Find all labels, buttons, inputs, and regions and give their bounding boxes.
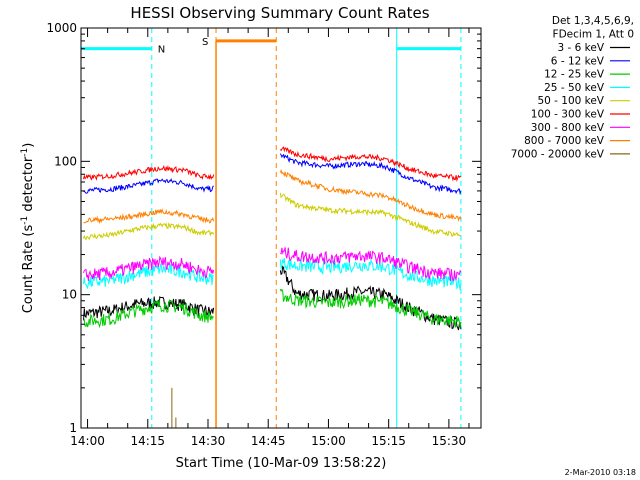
x-tick-label: 14:15: [130, 434, 165, 448]
legend-label: 300 - 800 keV: [531, 122, 605, 134]
y-tick-label: 1: [69, 421, 77, 435]
generated-timestamp: 2-Mar-2010 03:18: [565, 468, 636, 477]
series-line: [83, 262, 214, 290]
series-line: [83, 178, 214, 194]
series-line: [279, 258, 462, 290]
y-axis-label: Count Rate (s-1 detector-1): [20, 143, 36, 314]
series-line: [279, 146, 462, 183]
legend-header: FDecim 1, Att 0: [553, 28, 634, 40]
legend: Det 1,3,4,5,6,9,FDecim 1, Att 0 3 - 6 keV…: [511, 15, 634, 160]
series-line: [83, 222, 215, 241]
series-line: [83, 164, 215, 181]
series-line: [83, 208, 215, 225]
y-tick-label: 1000: [46, 21, 77, 35]
series-line: [279, 288, 462, 328]
y-axis: 1 10 100 1000: [46, 21, 481, 435]
legend-label: 7000 - 20000 keV: [511, 148, 605, 160]
series-line: [83, 295, 215, 321]
series-line: [279, 192, 462, 238]
x-tick-label: 14:45: [251, 434, 286, 448]
x-tick-label: 15:00: [311, 434, 346, 448]
legend-label: 25 - 50 keV: [544, 82, 605, 94]
plot-frame: [80, 27, 482, 429]
chart-title: HESSI Observing Summary Count Rates: [130, 4, 429, 22]
legend-label: 50 - 100 keV: [537, 95, 604, 107]
series-line: [83, 299, 214, 329]
y-tick-label: 10: [62, 288, 77, 302]
y-tick-label: 100: [54, 154, 77, 168]
series-line: [280, 247, 462, 282]
legend-label: 3 - 6 keV: [557, 42, 604, 54]
legend-label: 12 - 25 keV: [544, 69, 605, 81]
flag-label: S: [202, 37, 208, 48]
flag-label: N: [158, 45, 165, 56]
legend-label: 100 - 300 keV: [531, 109, 605, 121]
series-line: [279, 168, 462, 222]
x-axis: 14:00 14:15 14:30 14:45 15:00 15:15 15:30: [70, 28, 470, 448]
series-line: [279, 265, 462, 331]
series-line: [83, 255, 215, 281]
x-tick-label: 14:00: [70, 434, 105, 448]
plot-area: NS: [80, 28, 462, 428]
legend-label: 800 - 7000 keV: [524, 135, 605, 147]
x-axis-label: Start Time (10-Mar-09 13:58:22): [176, 456, 387, 471]
x-tick-label: 14:30: [191, 434, 226, 448]
series-line: [279, 153, 462, 195]
legend-label: 6 - 12 keV: [551, 55, 605, 67]
x-tick-label: 15:30: [432, 434, 467, 448]
x-tick-label: 15:15: [371, 434, 406, 448]
legend-header: Det 1,3,4,5,6,9,: [552, 15, 634, 27]
